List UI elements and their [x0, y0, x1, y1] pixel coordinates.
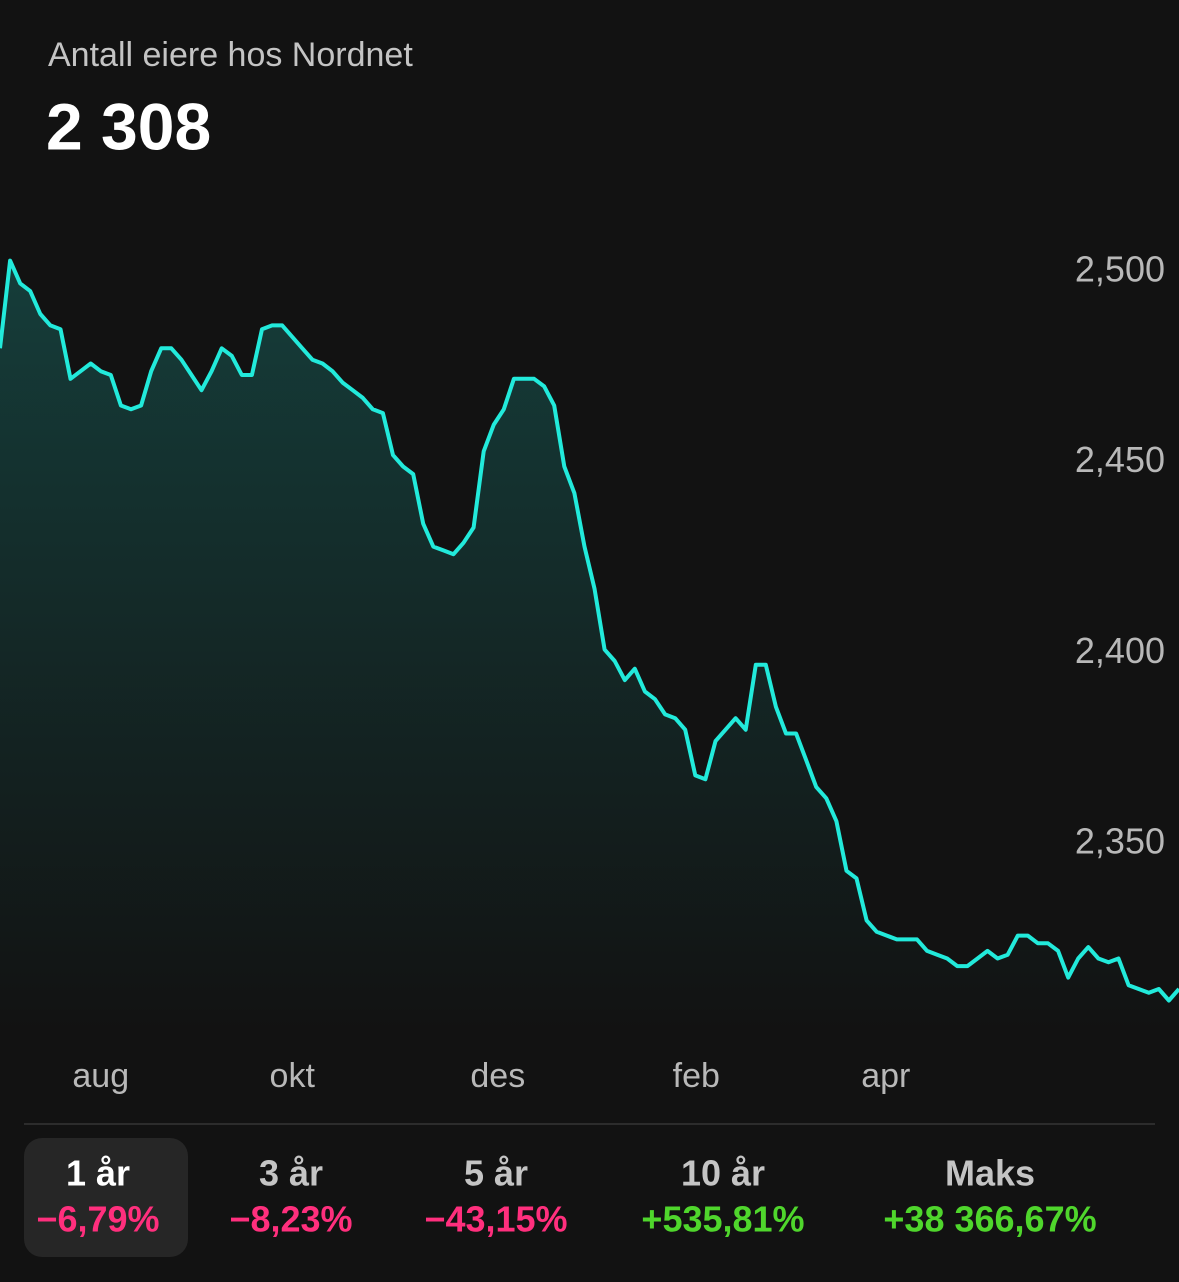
y-tick-label: 2,500 [1075, 249, 1165, 290]
period-label: Maks [945, 1153, 1035, 1194]
period-tab[interactable]: 5 år −43,15% [424, 1153, 567, 1240]
chart: 2,350 2,400 2,450 2,500 aug okt des feb apr [0, 249, 1179, 1095]
x-tick-label: okt [270, 1057, 316, 1095]
period-tab[interactable]: 10 år +535,81% [641, 1153, 804, 1240]
period-label: 3 år [259, 1153, 323, 1194]
period-change: −8,23% [229, 1199, 352, 1240]
period-tab[interactable]: Maks +38 366,67% [883, 1153, 1096, 1240]
y-tick-label: 2,450 [1075, 439, 1165, 480]
y-tick-label: 2,400 [1075, 630, 1165, 671]
period-tab[interactable]: 3 år −8,23% [229, 1153, 352, 1240]
period-tab[interactable]: 1 år −6,79% [24, 1138, 188, 1257]
period-label: 5 år [464, 1153, 528, 1194]
period-label: 10 år [681, 1153, 765, 1194]
period-change: +38 366,67% [883, 1199, 1096, 1240]
x-tick-label: feb [673, 1057, 720, 1095]
title: Antall eiere hos Nordnet [48, 36, 413, 74]
period-change: −43,15% [424, 1199, 567, 1240]
owner-count: 2 308 [46, 89, 211, 163]
period-label: 1 år [66, 1153, 130, 1194]
area [0, 260, 1179, 1035]
x-tick-label: aug [72, 1057, 129, 1095]
period-tabs: 1 år −6,79% 3 år −8,23% 5 år −43,15% 10 år +535… [24, 1138, 1097, 1257]
line [0, 258, 1179, 1003]
x-tick-label: des [470, 1057, 525, 1095]
selected-tab-bg [24, 1138, 188, 1257]
period-change: +535,81% [641, 1199, 804, 1240]
period-change: −6,79% [36, 1199, 159, 1240]
x-tick-label: apr [861, 1057, 910, 1095]
y-tick-label: 2,350 [1075, 821, 1165, 862]
